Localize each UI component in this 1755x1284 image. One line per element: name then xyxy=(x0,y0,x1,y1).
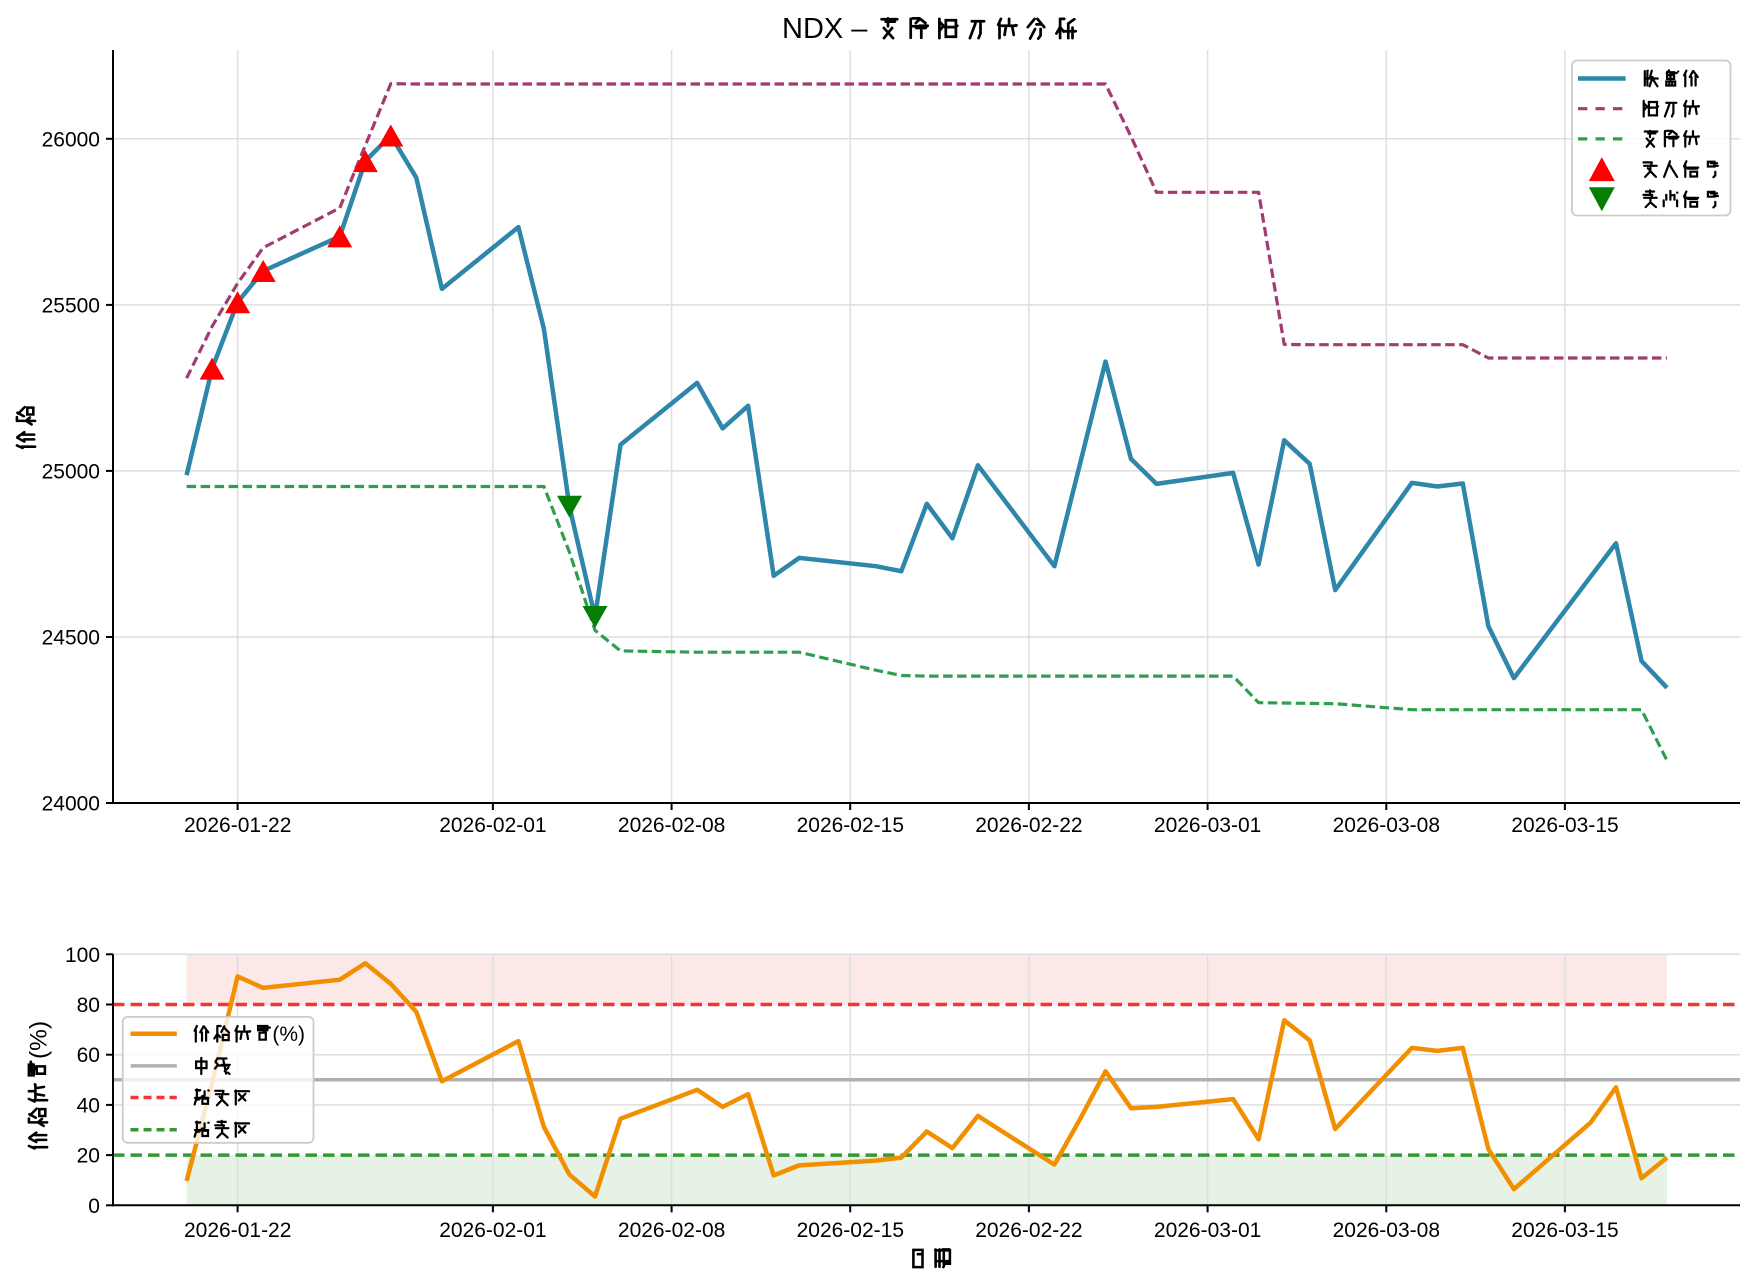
svg-text:100: 100 xyxy=(65,944,100,967)
svg-text:2026-03-08: 2026-03-08 xyxy=(1333,1219,1440,1242)
svg-text:2026-02-22: 2026-02-22 xyxy=(975,814,1082,837)
svg-text:24500: 24500 xyxy=(42,627,100,650)
svg-text:24000: 24000 xyxy=(42,793,100,816)
svg-text:2026-02-01: 2026-02-01 xyxy=(439,1219,546,1242)
svg-text:2026-03-01: 2026-03-01 xyxy=(1154,814,1261,837)
svg-text:25000: 25000 xyxy=(42,460,100,483)
svg-text:20: 20 xyxy=(77,1145,100,1168)
svg-text:26000: 26000 xyxy=(42,128,100,151)
svg-text:2026-01-22: 2026-01-22 xyxy=(184,1219,291,1242)
svg-text:(%): (%) xyxy=(25,1021,52,1059)
svg-text:2026-01-22: 2026-01-22 xyxy=(184,814,291,837)
svg-text:(%): (%) xyxy=(272,1023,305,1046)
svg-text:NDX –: NDX – xyxy=(782,13,875,45)
svg-text:2026-03-15: 2026-03-15 xyxy=(1511,814,1618,837)
svg-text:2026-02-15: 2026-02-15 xyxy=(797,814,904,837)
svg-text:2026-02-01: 2026-02-01 xyxy=(439,814,546,837)
svg-text:40: 40 xyxy=(77,1094,100,1117)
svg-text:2026-02-22: 2026-02-22 xyxy=(975,1219,1082,1242)
svg-text:2026-03-15: 2026-03-15 xyxy=(1511,1219,1618,1242)
svg-text:25500: 25500 xyxy=(42,294,100,317)
svg-text:60: 60 xyxy=(77,1044,100,1067)
svg-text:2026-03-08: 2026-03-08 xyxy=(1333,814,1440,837)
svg-text:80: 80 xyxy=(77,994,100,1017)
svg-text:2026-03-01: 2026-03-01 xyxy=(1154,1219,1261,1242)
svg-text:2026-02-08: 2026-02-08 xyxy=(618,814,725,837)
svg-text:2026-02-15: 2026-02-15 xyxy=(797,1219,904,1242)
svg-text:0: 0 xyxy=(88,1195,100,1218)
svg-text:2026-02-08: 2026-02-08 xyxy=(618,1219,725,1242)
